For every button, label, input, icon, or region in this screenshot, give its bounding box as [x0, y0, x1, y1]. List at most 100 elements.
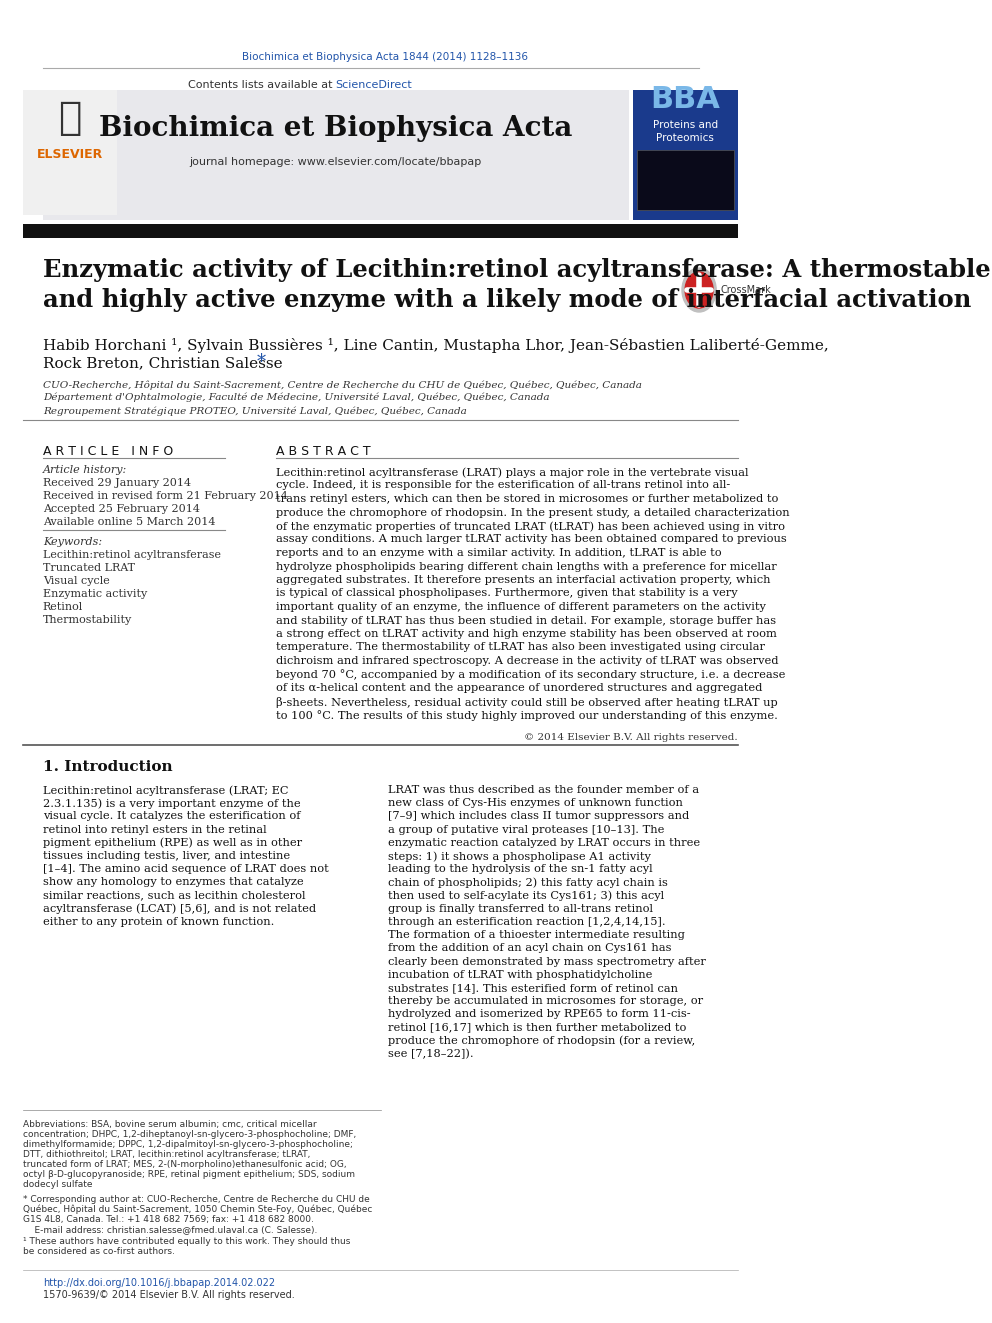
- Text: assay conditions. A much larger tLRAT activity has been obtained compared to pre: assay conditions. A much larger tLRAT ac…: [276, 534, 787, 545]
- FancyBboxPatch shape: [23, 224, 738, 238]
- Text: http://dx.doi.org/10.1016/j.bbapap.2014.02.022: http://dx.doi.org/10.1016/j.bbapap.2014.…: [43, 1278, 275, 1289]
- Text: Biochimica et Biophysica Acta: Biochimica et Biophysica Acta: [99, 115, 572, 142]
- Text: produce the chromophore of rhodopsin (for a review,: produce the chromophore of rhodopsin (fo…: [389, 1036, 695, 1046]
- Text: new class of Cys-His enzymes of unknown function: new class of Cys-His enzymes of unknown …: [389, 798, 683, 808]
- Text: ScienceDirect: ScienceDirect: [335, 79, 413, 90]
- Text: 🌳: 🌳: [59, 101, 81, 138]
- Circle shape: [682, 269, 716, 312]
- Text: thereby be accumulated in microsomes for storage, or: thereby be accumulated in microsomes for…: [389, 996, 703, 1007]
- Text: G1S 4L8, Canada. Tel.: +1 418 682 7569; fax: +1 418 682 8000.: G1S 4L8, Canada. Tel.: +1 418 682 7569; …: [23, 1215, 314, 1224]
- Text: Département d'Ophtalmologie, Faculté de Médecine, Université Laval, Québec, Québ: Département d'Ophtalmologie, Faculté de …: [43, 393, 550, 402]
- Text: Enzymatic activity: Enzymatic activity: [43, 589, 147, 599]
- Text: Received in revised form 21 February 2014: Received in revised form 21 February 201…: [43, 491, 288, 501]
- Text: Contents lists available at: Contents lists available at: [187, 79, 335, 90]
- Text: Québec, Hôpital du Saint-Sacrement, 1050 Chemin Ste-Foy, Québec, Québec: Québec, Hôpital du Saint-Sacrement, 1050…: [23, 1205, 373, 1215]
- Text: BBA: BBA: [650, 85, 720, 114]
- Text: Accepted 25 February 2014: Accepted 25 February 2014: [43, 504, 199, 515]
- Text: 1. Introduction: 1. Introduction: [43, 759, 173, 774]
- Text: Visual cycle: Visual cycle: [43, 576, 109, 586]
- Text: retinol [16,17] which is then further metabolized to: retinol [16,17] which is then further me…: [389, 1023, 686, 1032]
- Text: substrates [14]. This esterified form of retinol can: substrates [14]. This esterified form of…: [389, 983, 679, 994]
- Text: reports and to an enzyme with a similar activity. In addition, tLRAT is able to: reports and to an enzyme with a similar …: [276, 548, 721, 558]
- Text: Biochimica et Biophysica Acta 1844 (2014) 1128–1136: Biochimica et Biophysica Acta 1844 (2014…: [242, 52, 529, 62]
- FancyBboxPatch shape: [637, 149, 734, 210]
- Text: journal homepage: www.elsevier.com/locate/bbapap: journal homepage: www.elsevier.com/locat…: [189, 157, 482, 167]
- Text: Available online 5 March 2014: Available online 5 March 2014: [43, 517, 215, 527]
- Text: [7–9] which includes class II tumor suppressors and: [7–9] which includes class II tumor supp…: [389, 811, 689, 822]
- Text: trans retinyl esters, which can then be stored in microsomes or further metaboli: trans retinyl esters, which can then be …: [276, 493, 778, 504]
- FancyBboxPatch shape: [43, 90, 629, 220]
- Text: Proteins and: Proteins and: [653, 120, 717, 130]
- Text: Lecithin:retinol acyltransferase (LRAT) plays a major role in the vertebrate vis: Lecithin:retinol acyltransferase (LRAT) …: [276, 467, 748, 478]
- Text: Lecithin:retinol acyltransferase: Lecithin:retinol acyltransferase: [43, 550, 221, 560]
- Text: important quality of an enzyme, the influence of different parameters on the act: important quality of an enzyme, the infl…: [276, 602, 766, 613]
- Text: show any homology to enzymes that catalyze: show any homology to enzymes that cataly…: [43, 877, 304, 888]
- Circle shape: [685, 273, 713, 308]
- Text: of its α-helical content and the appearance of unordered structures and aggregat: of its α-helical content and the appeara…: [276, 683, 762, 693]
- Text: a strong effect on tLRAT activity and high enzyme stability has been observed at: a strong effect on tLRAT activity and hi…: [276, 628, 777, 639]
- Text: Habib Horchani ¹, Sylvain Bussières ¹, Line Cantin, Mustapha Lhor, Jean-Sébastie: Habib Horchani ¹, Sylvain Bussières ¹, L…: [43, 337, 828, 353]
- Text: a group of putative viral proteases [10–13]. The: a group of putative viral proteases [10–…: [389, 824, 665, 835]
- Text: pigment epithelium (RPE) as well as in other: pigment epithelium (RPE) as well as in o…: [43, 837, 302, 848]
- Text: Regroupement Stratégique PROTEO, Université Laval, Québec, Québec, Canada: Regroupement Stratégique PROTEO, Univers…: [43, 406, 466, 415]
- Text: * Corresponding author at: CUO-Recherche, Centre de Recherche du CHU de: * Corresponding author at: CUO-Recherche…: [23, 1195, 370, 1204]
- Text: then used to self-acylate its Cys161; 3) this acyl: then used to self-acylate its Cys161; 3)…: [389, 890, 665, 901]
- Text: clearly been demonstrated by mass spectrometry after: clearly been demonstrated by mass spectr…: [389, 957, 706, 967]
- Text: group is finally transferred to all-trans retinol: group is finally transferred to all-tran…: [389, 904, 654, 914]
- Text: ELSEVIER: ELSEVIER: [37, 148, 103, 161]
- Text: E-mail address: christian.salesse@fmed.ulaval.ca (C. Salesse).: E-mail address: christian.salesse@fmed.u…: [23, 1225, 317, 1234]
- Text: Received 29 January 2014: Received 29 January 2014: [43, 478, 190, 488]
- Text: Proteomics: Proteomics: [656, 134, 714, 143]
- Text: truncated form of LRAT; MES, 2-(N-morpholino)ethanesulfonic acid; OG,: truncated form of LRAT; MES, 2-(N-morpho…: [23, 1160, 347, 1170]
- Text: CUO-Recherche, Hôpital du Saint-Sacrement, Centre de Recherche du CHU de Québec,: CUO-Recherche, Hôpital du Saint-Sacremen…: [43, 380, 642, 389]
- Text: tissues including testis, liver, and intestine: tissues including testis, liver, and int…: [43, 851, 290, 861]
- Text: Thermostability: Thermostability: [43, 615, 132, 624]
- Text: produce the chromophore of rhodopsin. In the present study, a detailed character: produce the chromophore of rhodopsin. In…: [276, 508, 790, 517]
- Text: either to any protein of known function.: either to any protein of known function.: [43, 917, 274, 927]
- Text: 2.3.1.135) is a very important enzyme of the: 2.3.1.135) is a very important enzyme of…: [43, 798, 301, 808]
- Text: leading to the hydrolysis of the sn-1 fatty acyl: leading to the hydrolysis of the sn-1 fa…: [389, 864, 653, 875]
- FancyBboxPatch shape: [23, 90, 116, 216]
- Text: Retinol: Retinol: [43, 602, 83, 613]
- Text: beyond 70 °C, accompanied by a modification of its secondary structure, i.e. a d: beyond 70 °C, accompanied by a modificat…: [276, 669, 785, 680]
- Text: hydrolyzed and isomerized by RPE65 to form 11-cis-: hydrolyzed and isomerized by RPE65 to fo…: [389, 1009, 691, 1020]
- Text: similar reactions, such as lecithin cholesterol: similar reactions, such as lecithin chol…: [43, 890, 306, 901]
- Text: enzymatic reaction catalyzed by LRAT occurs in three: enzymatic reaction catalyzed by LRAT occ…: [389, 837, 700, 848]
- Text: through an esterification reaction [1,2,4,14,15].: through an esterification reaction [1,2,…: [389, 917, 666, 927]
- Text: © 2014 Elsevier B.V. All rights reserved.: © 2014 Elsevier B.V. All rights reserved…: [525, 733, 738, 742]
- Text: Keywords:: Keywords:: [43, 537, 102, 546]
- Text: dodecyl sulfate: dodecyl sulfate: [23, 1180, 93, 1189]
- Text: octyl β-D-glucopyranoside; RPE, retinal pigment epithelium; SDS, sodium: octyl β-D-glucopyranoside; RPE, retinal …: [23, 1170, 355, 1179]
- Text: hydrolyze phospholipids bearing different chain lengths with a preference for mi: hydrolyze phospholipids bearing differen…: [276, 561, 777, 572]
- Text: A B S T R A C T: A B S T R A C T: [276, 445, 370, 458]
- Text: CrossMark: CrossMark: [720, 284, 771, 295]
- Text: visual cycle. It catalyzes the esterification of: visual cycle. It catalyzes the esterific…: [43, 811, 301, 822]
- Text: from the addition of an acyl chain on Cys161 has: from the addition of an acyl chain on Cy…: [389, 943, 672, 954]
- Text: Enzymatic activity of Lecithin:retinol acyltransferase: A thermostable
and highl: Enzymatic activity of Lecithin:retinol a…: [43, 258, 990, 312]
- Text: of the enzymatic properties of truncated LRAT (tLRAT) has been achieved using in: of the enzymatic properties of truncated…: [276, 521, 785, 532]
- Text: be considered as co-first authors.: be considered as co-first authors.: [23, 1248, 176, 1256]
- Text: aggregated substrates. It therefore presents an interfacial activation property,: aggregated substrates. It therefore pres…: [276, 576, 770, 585]
- Text: retinol into retinyl esters in the retinal: retinol into retinyl esters in the retin…: [43, 824, 266, 835]
- Text: to 100 °C. The results of this study highly improved our understanding of this e: to 100 °C. The results of this study hig…: [276, 710, 778, 721]
- Text: *: *: [256, 353, 266, 370]
- Text: Truncated LRAT: Truncated LRAT: [43, 564, 135, 573]
- Text: is typical of classical phospholipases. Furthermore, given that stability is a v: is typical of classical phospholipases. …: [276, 589, 737, 598]
- Text: DTT, dithiothreitol; LRAT, lecithin:retinol acyltransferase; tLRAT,: DTT, dithiothreitol; LRAT, lecithin:reti…: [23, 1150, 310, 1159]
- Text: The formation of a thioester intermediate resulting: The formation of a thioester intermediat…: [389, 930, 685, 941]
- Text: [1–4]. The amino acid sequence of LRAT does not: [1–4]. The amino acid sequence of LRAT d…: [43, 864, 328, 875]
- Text: Rock Breton, Christian Salesse: Rock Breton, Christian Salesse: [43, 356, 288, 370]
- Text: Abbreviations: BSA, bovine serum albumin; cmc, critical micellar: Abbreviations: BSA, bovine serum albumin…: [23, 1121, 316, 1129]
- Text: ¹ These authors have contributed equally to this work. They should thus: ¹ These authors have contributed equally…: [23, 1237, 351, 1246]
- Text: cycle. Indeed, it is responsible for the esterification of all-trans retinol int: cycle. Indeed, it is responsible for the…: [276, 480, 730, 491]
- Text: see [7,18–22]).: see [7,18–22]).: [389, 1049, 474, 1060]
- Text: A R T I C L E   I N F O: A R T I C L E I N F O: [43, 445, 173, 458]
- Text: LRAT was thus described as the founder member of a: LRAT was thus described as the founder m…: [389, 785, 699, 795]
- Text: and stability of tLRAT has thus been studied in detail. For example, storage buf: and stability of tLRAT has thus been stu…: [276, 615, 776, 626]
- Text: 1570-9639/© 2014 Elsevier B.V. All rights reserved.: 1570-9639/© 2014 Elsevier B.V. All right…: [43, 1290, 295, 1301]
- Text: Lecithin:retinol acyltransferase (LRAT; EC: Lecithin:retinol acyltransferase (LRAT; …: [43, 785, 289, 795]
- Text: temperature. The thermostability of tLRAT has also been investigated using circu: temperature. The thermostability of tLRA…: [276, 643, 765, 652]
- Text: acyltransferase (LCAT) [5,6], and is not related: acyltransferase (LCAT) [5,6], and is not…: [43, 904, 315, 914]
- Text: β-sheets. Nevertheless, residual activity could still be observed after heating : β-sheets. Nevertheless, residual activit…: [276, 696, 778, 708]
- Text: concentration; DHPC, 1,2-diheptanoyl-sn-glycero-3-phosphocholine; DMF,: concentration; DHPC, 1,2-diheptanoyl-sn-…: [23, 1130, 356, 1139]
